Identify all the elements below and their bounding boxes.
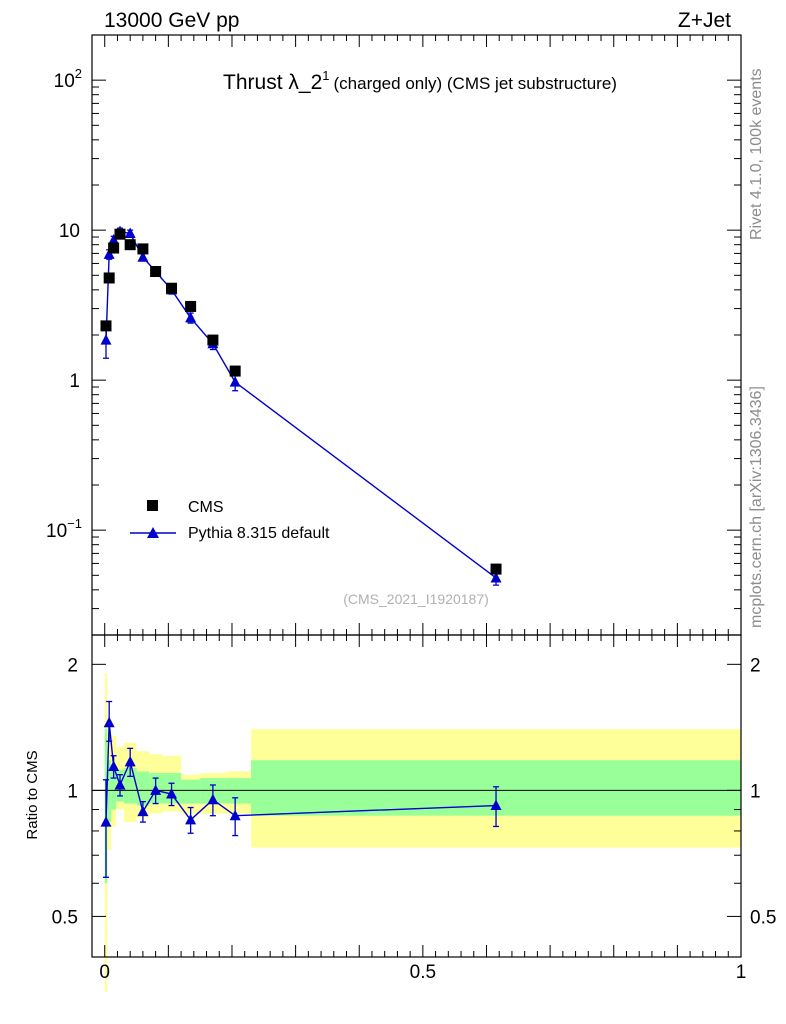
ratio-axis-ticks: 0.5 0.5 1 1 2 2 0 0.5 1: [52, 635, 776, 983]
title-rest: (charged only) (CMS jet substructure): [334, 74, 617, 93]
pythia-point: [108, 233, 120, 245]
legend: CMS Pythia 8.315 default: [130, 499, 330, 542]
source-label: mcplots.cern.ch [arXiv:1306.3436]: [748, 386, 765, 628]
ratio-y-tick-label-right: 2: [750, 655, 761, 676]
ratio-point: [207, 793, 219, 805]
ratio-y-tick-label-left: 0.5: [52, 907, 78, 928]
x-tick-label: 1: [736, 962, 747, 983]
x-tick-label: 0: [99, 962, 110, 983]
ratio-point: [166, 788, 178, 799]
main-y-tick-label: 10−1: [46, 516, 82, 542]
main-y-tick-label-exp: −1: [67, 516, 82, 531]
ratio-series-group: [100, 700, 502, 878]
ratio-point: [150, 784, 162, 795]
title-superscript: 1: [322, 68, 329, 83]
ratio-point: [229, 809, 241, 821]
ratio-point: [490, 799, 502, 811]
cms-point: [108, 242, 120, 254]
ratio-point: [137, 805, 149, 817]
main-y-tick-label-exp: 2: [75, 66, 82, 81]
legend-pythia-label: Pythia 8.315 default: [188, 525, 330, 542]
energy-label: 13000 GeV pp: [104, 9, 239, 32]
pythia-point: [137, 251, 149, 262]
legend-cms-label: CMS: [188, 499, 224, 516]
ratio-y-axis-label: Ratio to CMS: [24, 750, 41, 839]
cms-point: [114, 228, 126, 240]
legend-cms-marker: [147, 500, 158, 511]
ratio-y-tick-label-left: 1: [67, 781, 78, 802]
legend-pythia-marker: [147, 527, 159, 538]
cms-point: [150, 266, 162, 278]
process-label: Z+Jet: [678, 9, 731, 32]
ratio-point: [108, 760, 120, 772]
ratio-plot-frame: [91, 634, 742, 958]
title-main: Thrust λ_2: [223, 71, 322, 94]
ratio-green-band: [181, 779, 201, 804]
ratio-point: [124, 755, 136, 767]
cms-point: [137, 243, 149, 255]
pythia-point: [490, 571, 502, 583]
main-y-tick-label-base: 10: [46, 521, 67, 542]
cms-point: [166, 282, 178, 294]
analysis-watermark: (CMS_2021_I1920187): [343, 591, 489, 607]
cms-point: [490, 563, 502, 575]
ratio-y-tick-label-left: 2: [67, 655, 78, 676]
ratio-y-tick-label-right: 0.5: [750, 907, 776, 928]
cms-point: [100, 320, 112, 332]
ratio-y-tick-label-right: 1: [750, 781, 761, 802]
pythia-point: [185, 311, 197, 323]
pythia-point: [103, 248, 115, 259]
ratio-green-band: [136, 771, 150, 806]
ratio-uncertainty-bands: [104, 673, 741, 992]
cms-point: [124, 239, 136, 251]
ratio-point: [114, 778, 126, 790]
pythia-point: [124, 227, 136, 238]
plot-title: Thrust λ_21 (charged only) (CMS jet subst…: [223, 68, 617, 94]
x-tick-label: 0.5: [410, 962, 436, 983]
ratio-point: [103, 716, 115, 728]
cms-point: [207, 334, 219, 346]
main-plot-frame: [91, 34, 742, 636]
main-y-tick-label: 10: [59, 221, 80, 242]
rivet-version-label: Rivet 4.1.0, 100k events: [748, 68, 765, 240]
ratio-point: [100, 816, 112, 827]
ratio-green-band: [111, 764, 117, 810]
ratio-point: [185, 813, 197, 825]
cms-point: [103, 272, 115, 284]
cms-point: [185, 300, 197, 312]
pythia-point: [100, 334, 112, 345]
main-y-tick-label-base: 10: [54, 71, 75, 92]
pythia-point: [229, 376, 241, 387]
cms-point: [229, 365, 241, 377]
main-series-group: [100, 225, 502, 586]
ratio-green-band: [107, 760, 112, 823]
main-y-tick-label: 102: [54, 66, 82, 92]
main-y-tick-label: 1: [69, 371, 80, 392]
